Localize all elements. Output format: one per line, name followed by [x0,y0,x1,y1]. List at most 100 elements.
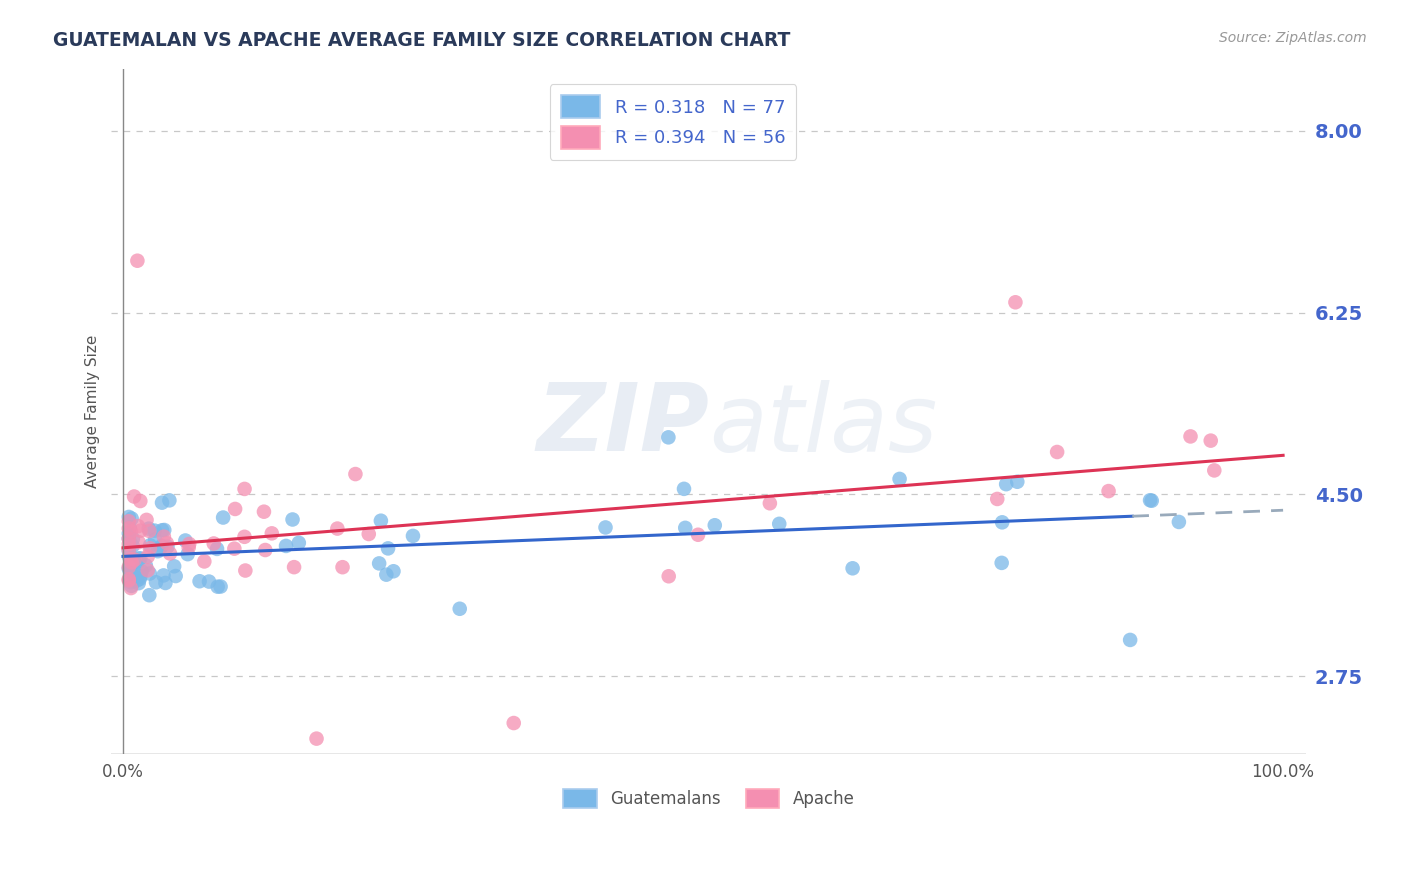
Point [205,541,228,556]
Point [128,576,150,591]
Point [986,491,1008,506]
Point [235,564,257,578]
Point [177,541,200,555]
Point [326,522,349,536]
Point [193,554,215,568]
Point [254,543,277,558]
Point [118,572,141,586]
Point [138,588,160,602]
Point [224,541,246,556]
Point [1007,475,1029,489]
Point [138,524,160,538]
Point [127,519,149,533]
Point [673,521,696,535]
Point [163,559,186,574]
Point [283,560,305,574]
Point [159,546,181,560]
Y-axis label: Average Family Size: Average Family Size [86,334,100,488]
Point [120,581,142,595]
Point [1097,484,1119,499]
Point [120,579,142,593]
Point [155,576,177,591]
Point [1119,632,1142,647]
Point [118,560,141,574]
Point [274,539,297,553]
Point [120,575,142,590]
Point [138,522,160,536]
Point [122,490,145,504]
Point [118,537,141,551]
Point [145,575,167,590]
Point [118,526,141,541]
Point [150,523,173,537]
Point [1140,493,1163,508]
Point [118,549,141,564]
Point [209,580,232,594]
Point [188,574,211,589]
Point [402,529,425,543]
Point [118,520,141,534]
Point [118,532,141,546]
Text: GUATEMALAN VS APACHE AVERAGE FAMILY SIZE CORRELATION CHART: GUATEMALAN VS APACHE AVERAGE FAMILY SIZE… [53,31,790,50]
Point [156,536,179,550]
Point [995,477,1018,491]
Point [377,541,399,556]
Point [121,511,143,525]
Point [143,524,166,538]
Point [672,482,695,496]
Point [889,472,911,486]
Point [121,563,143,577]
Point [152,568,174,582]
Point [120,560,142,574]
Point [135,558,157,573]
Point [118,542,141,557]
Point [136,563,159,577]
Point [128,572,150,586]
Point [1004,295,1026,310]
Text: Source: ZipAtlas.com: Source: ZipAtlas.com [1219,31,1367,45]
Point [143,533,166,547]
Point [288,536,311,550]
Point [118,521,141,535]
Point [1180,429,1202,443]
Point [139,566,162,581]
Point [125,555,148,569]
Point [1204,463,1226,477]
Point [841,561,863,575]
Point [121,555,143,569]
Point [305,731,328,746]
Point [118,574,141,588]
Point [207,580,229,594]
Point [129,524,152,538]
Point [233,482,256,496]
Point [157,493,180,508]
Point [129,494,152,508]
Point [139,541,162,556]
Point [332,560,354,574]
Point [990,556,1012,570]
Point [686,528,709,542]
Point [179,537,201,551]
Point [759,496,782,510]
Point [156,540,179,554]
Point [128,535,150,549]
Point [174,533,197,548]
Point [121,539,143,553]
Point [150,496,173,510]
Point [502,716,524,731]
Point [118,544,141,558]
Point [122,532,145,546]
Point [703,518,725,533]
Point [260,526,283,541]
Point [125,574,148,588]
Point [357,527,380,541]
Point [224,502,246,516]
Point [120,552,142,566]
Point [1046,445,1069,459]
Point [375,567,398,582]
Point [136,549,159,564]
Point [153,523,176,537]
Point [127,253,149,268]
Point [118,514,141,528]
Point [118,561,141,575]
